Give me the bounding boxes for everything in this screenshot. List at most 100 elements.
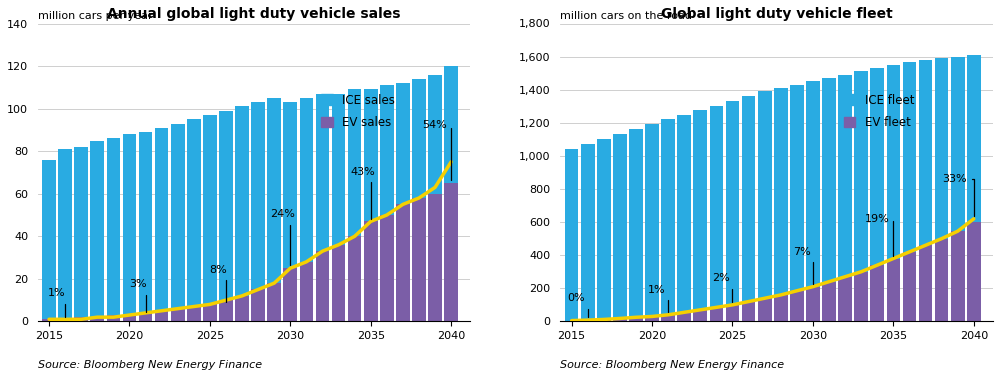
Bar	[726, 305, 739, 321]
Bar	[58, 319, 72, 321]
Bar	[951, 231, 965, 321]
Bar	[332, 245, 345, 321]
Bar	[854, 71, 868, 272]
Bar	[951, 57, 965, 231]
Bar	[155, 128, 168, 311]
Bar	[444, 66, 458, 183]
Bar	[758, 91, 772, 298]
Bar	[90, 141, 104, 317]
Bar	[645, 124, 659, 317]
Bar	[854, 272, 868, 321]
Bar	[428, 74, 442, 194]
Bar	[903, 252, 916, 321]
Bar	[742, 96, 755, 302]
Bar	[267, 283, 281, 321]
Bar	[790, 85, 804, 291]
Bar	[187, 306, 201, 321]
Bar	[187, 119, 201, 306]
Bar	[629, 317, 643, 321]
Text: 2%: 2%	[712, 273, 732, 302]
Bar	[171, 123, 185, 309]
Bar	[887, 65, 900, 259]
Bar	[967, 222, 981, 321]
Bar	[364, 221, 378, 321]
Bar	[107, 138, 120, 315]
Bar	[677, 312, 691, 321]
Bar	[123, 134, 136, 315]
Text: 0%: 0%	[568, 293, 588, 317]
Bar	[42, 160, 56, 319]
Bar	[283, 268, 297, 321]
Bar	[348, 236, 361, 321]
Bar	[935, 239, 948, 321]
Bar	[428, 194, 442, 321]
Bar	[300, 262, 313, 321]
Bar	[870, 68, 884, 265]
Bar	[107, 315, 120, 321]
Bar	[661, 120, 675, 315]
Bar	[380, 215, 394, 321]
Bar	[332, 94, 345, 245]
Bar	[597, 139, 611, 320]
Bar	[74, 317, 88, 321]
Bar	[139, 132, 152, 313]
Bar	[364, 89, 378, 221]
Bar	[90, 317, 104, 321]
Bar	[203, 305, 217, 321]
Legend: ICE fleet, EV fleet: ICE fleet, EV fleet	[839, 89, 919, 134]
Bar	[316, 251, 329, 321]
Text: 8%: 8%	[209, 265, 227, 302]
Bar	[396, 83, 410, 205]
Bar	[710, 307, 723, 321]
Bar	[822, 282, 836, 321]
Bar	[597, 320, 611, 321]
Bar	[300, 98, 313, 262]
Bar	[629, 129, 643, 317]
Bar	[774, 295, 788, 321]
Text: 1%: 1%	[648, 285, 668, 312]
Bar	[613, 134, 627, 318]
Legend: ICE sales, EV sales: ICE sales, EV sales	[316, 89, 400, 134]
Bar	[838, 277, 852, 321]
Bar	[887, 259, 900, 321]
Text: 1%: 1%	[48, 288, 66, 317]
Bar	[693, 310, 707, 321]
Bar	[412, 79, 426, 198]
Bar	[726, 101, 739, 305]
Text: Source: Bloomberg New Energy Finance: Source: Bloomberg New Energy Finance	[38, 360, 262, 370]
Bar	[903, 62, 916, 252]
Bar	[235, 296, 249, 321]
Bar	[251, 290, 265, 321]
Bar	[123, 315, 136, 321]
Bar	[42, 319, 56, 321]
Bar	[155, 311, 168, 321]
Bar	[758, 298, 772, 321]
Bar	[283, 102, 297, 268]
Bar	[219, 111, 233, 300]
Bar	[412, 198, 426, 321]
Bar	[251, 102, 265, 290]
Bar	[645, 317, 659, 321]
Bar	[58, 149, 72, 319]
Bar	[235, 106, 249, 296]
Bar	[742, 302, 755, 321]
Text: 7%: 7%	[793, 247, 813, 284]
Bar	[870, 265, 884, 321]
Bar	[565, 149, 578, 321]
Text: 3%: 3%	[129, 279, 146, 312]
Bar	[396, 205, 410, 321]
Text: Source: Bloomberg New Energy Finance: Source: Bloomberg New Energy Finance	[560, 360, 785, 370]
Bar	[822, 78, 836, 282]
Text: million cars per year: million cars per year	[38, 11, 152, 21]
Title: Annual global light duty vehicle sales: Annual global light duty vehicle sales	[107, 7, 401, 21]
Bar	[919, 245, 932, 321]
Bar	[444, 183, 458, 321]
Text: million cars on the road: million cars on the road	[560, 11, 692, 21]
Bar	[171, 309, 185, 321]
Bar	[774, 88, 788, 295]
Bar	[316, 94, 329, 251]
Bar	[74, 147, 88, 317]
Text: 19%: 19%	[865, 214, 893, 256]
Text: 33%: 33%	[942, 174, 974, 216]
Title: Global light duty vehicle fleet: Global light duty vehicle fleet	[661, 7, 893, 21]
